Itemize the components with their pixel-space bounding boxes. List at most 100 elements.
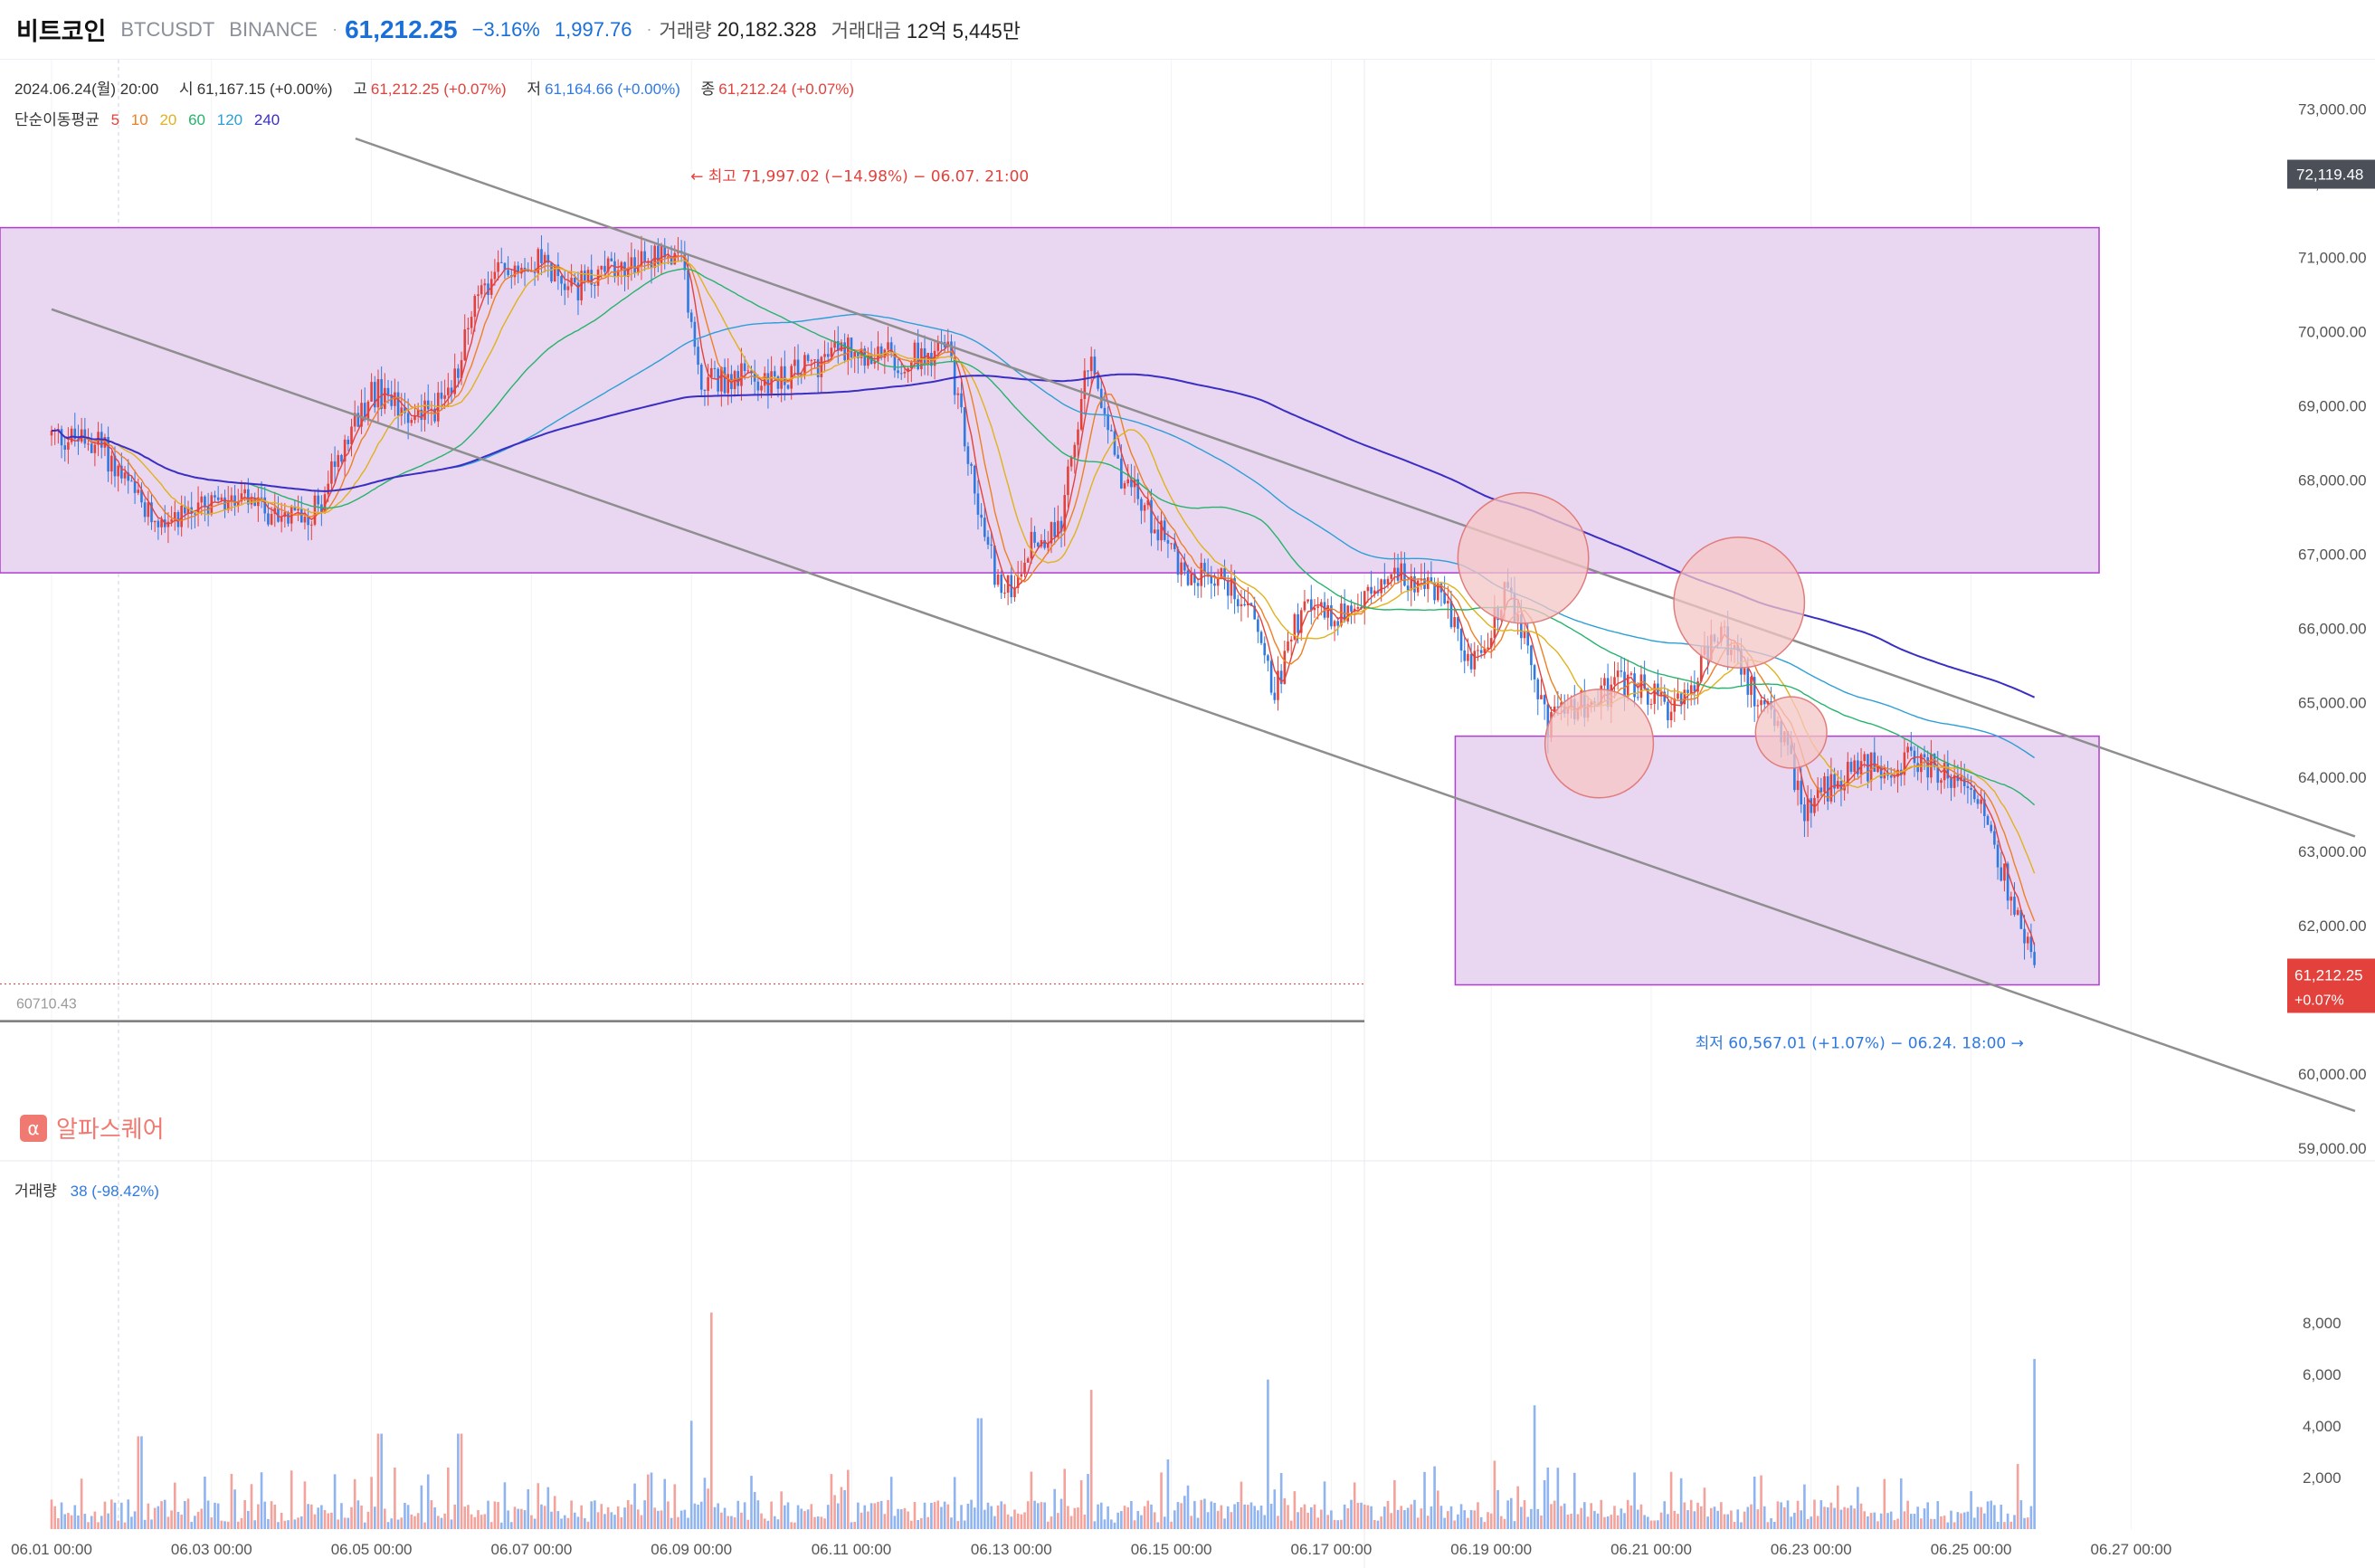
candle-body bbox=[323, 494, 327, 512]
candle-body bbox=[90, 443, 93, 453]
volume-bar bbox=[216, 1503, 220, 1529]
candle-body bbox=[563, 283, 566, 290]
candle-body bbox=[327, 483, 330, 495]
volume-bar bbox=[877, 1501, 879, 1529]
high-value: 61,212.25 (+0.07%) bbox=[370, 81, 507, 98]
volume-bar bbox=[1733, 1522, 1736, 1529]
volume-bar bbox=[733, 1517, 736, 1529]
volume-bar bbox=[636, 1509, 640, 1529]
x-tick-label: 06.01 00:00 bbox=[11, 1541, 92, 1558]
candle-body bbox=[1750, 677, 1753, 695]
candle-body bbox=[1936, 766, 1940, 784]
candle-body bbox=[1993, 831, 1996, 845]
volume-bar bbox=[1036, 1503, 1040, 1529]
volume-bar bbox=[103, 1501, 107, 1529]
candle-body bbox=[843, 342, 846, 361]
volume-bar bbox=[723, 1507, 727, 1529]
candle-body bbox=[313, 495, 317, 525]
candle-body bbox=[806, 355, 810, 361]
volume-bar bbox=[1473, 1510, 1477, 1529]
volume-bar bbox=[1583, 1502, 1586, 1529]
candle-body bbox=[640, 251, 643, 266]
volume-bar bbox=[1543, 1480, 1546, 1529]
volume-bar bbox=[1087, 1474, 1089, 1529]
volume-bar bbox=[820, 1516, 823, 1529]
ma5-label: 5 bbox=[110, 111, 120, 128]
candle-body bbox=[1030, 531, 1033, 559]
volume-bar bbox=[790, 1522, 793, 1529]
volume-bar bbox=[869, 1503, 873, 1529]
volume-bar bbox=[1113, 1522, 1116, 1529]
ohlc-datetime: 2024.06.24(월) 20:00 bbox=[14, 81, 159, 98]
candle-body bbox=[1130, 479, 1133, 488]
volume-bar bbox=[1553, 1500, 1556, 1529]
volume-bar bbox=[2019, 1500, 2023, 1529]
volume-legend[interactable]: 거래량 38 (-98.42%) bbox=[14, 1178, 168, 1201]
candle-body bbox=[793, 359, 796, 366]
highlight-circles bbox=[1457, 491, 1828, 799]
volume-bar bbox=[1257, 1510, 1259, 1529]
candle-body bbox=[1083, 370, 1087, 400]
volume-bar bbox=[1313, 1504, 1316, 1529]
volume-bar bbox=[527, 1488, 530, 1529]
candle-body bbox=[1810, 798, 1813, 813]
volume-bar bbox=[1226, 1506, 1230, 1529]
candle-body bbox=[63, 445, 67, 450]
x-tick-label: 06.05 00:00 bbox=[331, 1541, 413, 1558]
volume-bar bbox=[1810, 1516, 1813, 1529]
volume-bar bbox=[1783, 1506, 1786, 1529]
volume-bar bbox=[210, 1517, 214, 1529]
candle-body bbox=[1003, 593, 1006, 594]
candle-body bbox=[594, 284, 596, 286]
ma-legend[interactable]: 단순이동평균 5 10 20 60 120 240 bbox=[14, 107, 287, 129]
volume-bar bbox=[413, 1516, 416, 1529]
candle-body bbox=[1336, 621, 1340, 626]
volume-bar bbox=[1059, 1498, 1063, 1529]
high-marker-tag bbox=[2287, 159, 2375, 189]
candle-body bbox=[2023, 928, 2026, 944]
candle-body bbox=[497, 261, 499, 272]
volume-bar bbox=[363, 1522, 366, 1529]
volume-bar bbox=[1796, 1500, 1800, 1529]
candle-body bbox=[50, 430, 53, 436]
volume-bar bbox=[1130, 1500, 1133, 1529]
volume-bar bbox=[107, 1513, 109, 1529]
volume-bar bbox=[907, 1511, 909, 1529]
volume-bar bbox=[1636, 1509, 1639, 1529]
volume-bar bbox=[1623, 1513, 1626, 1529]
volume-bar bbox=[887, 1499, 889, 1529]
volume-bar bbox=[1613, 1506, 1616, 1529]
volume-bar bbox=[946, 1504, 950, 1529]
volume-bar bbox=[287, 1520, 290, 1529]
volume-bar bbox=[333, 1474, 337, 1529]
volume-bar bbox=[670, 1517, 673, 1529]
volume-bar bbox=[153, 1507, 157, 1529]
volume-bar bbox=[1186, 1485, 1190, 1529]
candle-body bbox=[330, 461, 333, 484]
x-tick-label: 06.17 00:00 bbox=[1290, 1541, 1372, 1558]
x-tick-label: 06.21 00:00 bbox=[1610, 1541, 1692, 1558]
coin-name[interactable]: 비트코인 bbox=[16, 18, 107, 45]
candle-body bbox=[740, 363, 743, 386]
volume-bar bbox=[1323, 1481, 1326, 1529]
candle-body bbox=[1067, 466, 1069, 496]
candle-body bbox=[1220, 568, 1223, 578]
volume-bar bbox=[406, 1505, 410, 1529]
candle-body bbox=[1449, 601, 1453, 628]
volume-bar bbox=[510, 1522, 513, 1529]
volume-bar bbox=[1580, 1507, 1582, 1529]
volume-bar bbox=[1696, 1502, 1699, 1529]
volume-bar bbox=[1506, 1500, 1509, 1529]
candle-body bbox=[670, 256, 673, 265]
candle-body bbox=[1293, 613, 1297, 640]
close-value: 61,212.24 (+0.07%) bbox=[718, 81, 855, 98]
volume-bar bbox=[784, 1505, 786, 1529]
volume-bar bbox=[480, 1515, 483, 1529]
volume-bar bbox=[940, 1506, 943, 1529]
volume-bar bbox=[1243, 1504, 1246, 1529]
volume-bar bbox=[53, 1506, 56, 1529]
candle-body bbox=[1033, 531, 1036, 543]
candle-body bbox=[1050, 522, 1053, 544]
volume-bar bbox=[1236, 1502, 1240, 1529]
